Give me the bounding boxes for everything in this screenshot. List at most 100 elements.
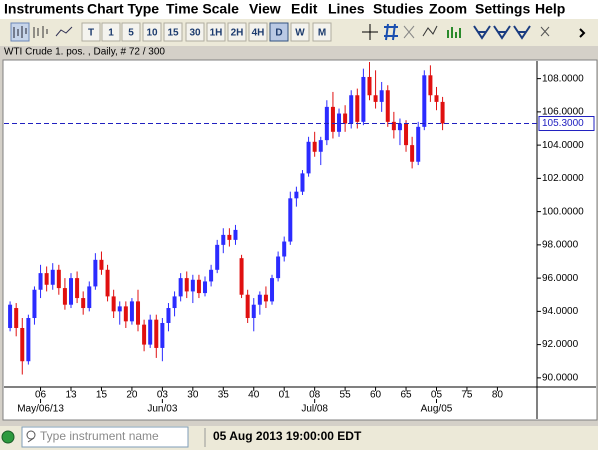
candle-body [123,306,128,322]
timeframe-label: 15 [167,28,179,39]
timeframe-button[interactable] [248,22,268,42]
timeframe-label: 30 [189,28,201,39]
candle-body [245,294,250,319]
menu-item[interactable]: Instruments [4,1,84,17]
candle-body [172,296,177,309]
candle-body [148,319,153,345]
timeframe-button[interactable] [81,22,101,42]
menu-item[interactable]: Chart Type [87,1,159,17]
candle-body [56,269,61,289]
candle-body [379,90,384,102]
timeframe-button[interactable] [121,22,141,42]
candle-body [8,304,13,328]
menu-item[interactable]: Edit [291,1,318,17]
menu-item[interactable]: Zoom [429,1,467,17]
x-tick-label: 75 [461,390,473,401]
candle-body [361,76,366,122]
candle-body [184,278,189,292]
candle-body [373,95,378,102]
y-tick-label: 108.0000 [542,73,584,84]
candle-body [318,140,323,152]
candle-body [337,113,342,132]
timeframe-button[interactable] [269,22,289,42]
candle-body [81,298,86,309]
timeframe-label: 10 [146,28,158,39]
x-tick-label: 20 [126,390,138,401]
y-tick-label: 104.0000 [542,140,584,151]
x-tick-label: 15 [96,390,108,401]
month-label: Jul/08 [301,404,328,415]
candle-body [44,273,49,285]
x-tick-label: 30 [187,390,199,401]
candle-body [440,101,445,124]
x-tick-label: 05 [431,390,443,401]
candle-body [87,286,92,309]
candle-body [166,308,171,323]
search-box[interactable] [21,426,189,448]
search-icon [26,430,36,440]
menu-item[interactable]: Time Scale [166,1,239,17]
timeframe-label: M [318,28,326,39]
candle-body [111,296,116,312]
timeframe-label: W [295,28,305,39]
candle-body [105,269,110,297]
candle-body [14,308,19,328]
x-tick-label: 35 [218,390,230,401]
x-tick-label: 06 [35,390,47,401]
candle-body [136,301,141,325]
timeframe-label: 1H [210,28,223,39]
timeframe-button[interactable] [101,22,121,42]
menu-bar [0,0,598,19]
candle-body [270,278,275,302]
timeframe-button[interactable] [312,22,332,42]
candle-body [422,75,427,127]
month-label: May/06/13 [17,404,64,415]
menu-item[interactable]: Lines [328,1,365,17]
candle-body [69,278,74,305]
status-datetime: 05 Aug 2013 19:00:00 EDT [213,429,362,443]
x-tick-label: 08 [309,390,321,401]
candle-body [410,145,415,162]
price-label-box [538,116,595,132]
chart-title: WTI Crude 1. pos. , Daily, # 72 / 300 [4,47,165,58]
candle-body [221,234,226,245]
timeframe-button[interactable] [163,22,183,42]
menu-item[interactable]: Studies [373,1,424,17]
month-label: Aug/05 [421,404,453,415]
candle-body [385,90,390,122]
x-tick-label: 60 [370,390,382,401]
timeframe-button[interactable] [185,22,205,42]
timeframe-button[interactable] [142,22,162,42]
timeframe-button[interactable] [227,22,247,42]
y-tick-label: 92.0000 [542,339,579,350]
candle-body [62,288,67,305]
x-tick-label: 65 [400,390,412,401]
chart-panel [2,59,598,421]
candle-body [300,173,305,192]
menu-item[interactable]: View [249,1,281,17]
candle-body [32,289,37,319]
candle-body [434,95,439,102]
candle-body [416,126,421,162]
candle-body [99,259,104,270]
candle-body [306,141,311,174]
candle-body [160,322,165,348]
menu-item[interactable]: Help [535,1,565,17]
candle-body [428,75,433,96]
candle-body [38,273,43,290]
y-tick-label: 100.0000 [542,206,584,217]
x-tick-label: 80 [492,390,504,401]
candle-body [343,113,348,124]
timeframe-button[interactable] [290,22,310,42]
candle-body [294,191,299,199]
candle-body [330,106,335,132]
candle-body [233,229,238,240]
menu-item[interactable]: Settings [475,1,530,17]
candle-body [288,198,293,242]
candle-body [251,304,256,319]
candle-body [117,306,122,312]
candle-body [404,123,409,146]
timeframe-label: D [275,28,282,39]
y-tick-label: 98.0000 [542,240,579,251]
timeframe-button[interactable] [206,22,226,42]
